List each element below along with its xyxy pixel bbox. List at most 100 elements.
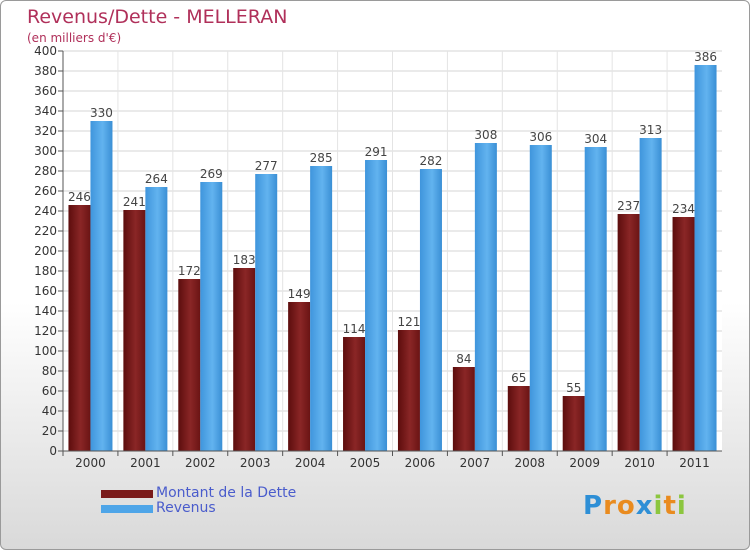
y-tick-label: 220 (34, 224, 57, 238)
data-label: 282 (420, 154, 443, 168)
y-tick-label: 340 (34, 104, 57, 118)
y-tick-label: 20 (42, 424, 57, 438)
x-tick-label: 2010 (624, 456, 655, 470)
data-label: 84 (456, 352, 471, 366)
chart-subtitle: (en milliers d'€) (27, 31, 122, 45)
x-tick-label: 2007 (460, 456, 491, 470)
bar-revenus (529, 145, 552, 451)
data-label: 285 (310, 151, 333, 165)
value-labels: 246 330 241 264 172 269 183 277 149 285 114 291 121 2… (68, 50, 717, 395)
bar-dette (233, 268, 256, 451)
bar-dette (507, 386, 530, 451)
axes: 0 20 40 60 80 100 120 140 160 180 200 220 240 260 280 3… (34, 44, 722, 470)
bar-dette (68, 205, 91, 451)
bar-dette (562, 396, 585, 451)
bar-dette (397, 330, 420, 451)
y-tick-label: 280 (34, 164, 57, 178)
x-tick-label: 2004 (295, 456, 326, 470)
logo-letter: P (583, 491, 604, 521)
data-label: 65 (511, 371, 526, 385)
bar-dette (452, 367, 475, 451)
y-tick-label: 180 (34, 264, 57, 278)
y-tick-label: 320 (34, 124, 57, 138)
bar-revenus (200, 182, 223, 451)
y-tick-label: 0 (49, 444, 57, 458)
data-label: 306 (529, 130, 552, 144)
logo-letter: r (603, 491, 617, 521)
data-label: 234 (672, 202, 695, 216)
x-tick-label: 2002 (185, 456, 216, 470)
y-tick-label: 60 (42, 384, 57, 398)
legend-swatch-revenus (101, 505, 153, 513)
data-label: 114 (343, 322, 366, 336)
data-label: 237 (617, 199, 640, 213)
y-tick-label: 80 (42, 364, 57, 378)
bar-revenus (474, 143, 497, 451)
bar-dette (672, 217, 695, 451)
legend-swatch-debt (101, 490, 153, 498)
y-tick-label: 360 (34, 84, 57, 98)
x-tick-label: 2003 (240, 456, 271, 470)
y-tick-label: 120 (34, 324, 57, 338)
data-label: 330 (90, 106, 113, 120)
data-label: 313 (639, 123, 662, 137)
data-label: 149 (288, 287, 311, 301)
x-tick-label: 2009 (569, 456, 600, 470)
y-tick-label: 260 (34, 184, 57, 198)
data-label: 308 (474, 128, 497, 142)
bar-revenus (90, 121, 113, 451)
logo-letter: i (676, 491, 687, 521)
data-label: 269 (200, 167, 223, 181)
bar-revenus (145, 187, 168, 451)
x-tick-label: 2005 (350, 456, 381, 470)
x-tick-label: 2001 (130, 456, 161, 470)
y-tick-label: 160 (34, 284, 57, 298)
bar-dette (617, 214, 640, 451)
y-tick-label: 300 (34, 144, 57, 158)
bar-revenus (255, 174, 278, 451)
data-label: 172 (178, 264, 201, 278)
data-label: 304 (584, 132, 607, 146)
bar-revenus (694, 65, 717, 451)
bar-revenus (310, 166, 333, 451)
bar-dette (178, 279, 201, 451)
bar-revenus (365, 160, 388, 451)
data-label: 264 (145, 172, 168, 186)
proxiti-logo: Proxiti (583, 491, 687, 521)
x-tick-label: 2008 (515, 456, 546, 470)
y-tick-label: 380 (34, 64, 57, 78)
x-tick-label: 2000 (75, 456, 106, 470)
y-tick-label: 200 (34, 244, 57, 258)
data-label: 241 (123, 195, 146, 209)
legend-label-revenus: Revenus (156, 500, 216, 516)
logo-letter: o (616, 491, 636, 521)
bar-revenus (419, 169, 442, 451)
y-tick-label: 400 (34, 44, 57, 58)
bars (68, 65, 717, 451)
x-tick-label: 2006 (405, 456, 436, 470)
data-label: 291 (365, 145, 388, 159)
data-label: 183 (233, 253, 256, 267)
y-tick-label: 140 (34, 304, 57, 318)
data-label: 55 (566, 381, 581, 395)
y-tick-label: 240 (34, 204, 57, 218)
y-tick-label: 100 (34, 344, 57, 358)
logo-letter: x (635, 491, 654, 521)
data-label: 277 (255, 159, 278, 173)
bar-revenus (584, 147, 607, 451)
logo-letter: i (653, 491, 664, 521)
data-label: 246 (68, 190, 91, 204)
bar-dette (343, 337, 366, 451)
bar-dette (123, 210, 146, 451)
bar-revenus (639, 138, 662, 451)
data-label: 386 (694, 50, 717, 64)
x-tick-label: 2011 (679, 456, 710, 470)
y-tick-label: 40 (42, 404, 57, 418)
grid (63, 50, 722, 452)
logo-letter: t (663, 491, 677, 521)
legend-label-debt: Montant de la Dette (156, 485, 297, 501)
data-label: 121 (398, 315, 421, 329)
chart-title: Revenus/Dette - MELLERAN (27, 6, 288, 28)
